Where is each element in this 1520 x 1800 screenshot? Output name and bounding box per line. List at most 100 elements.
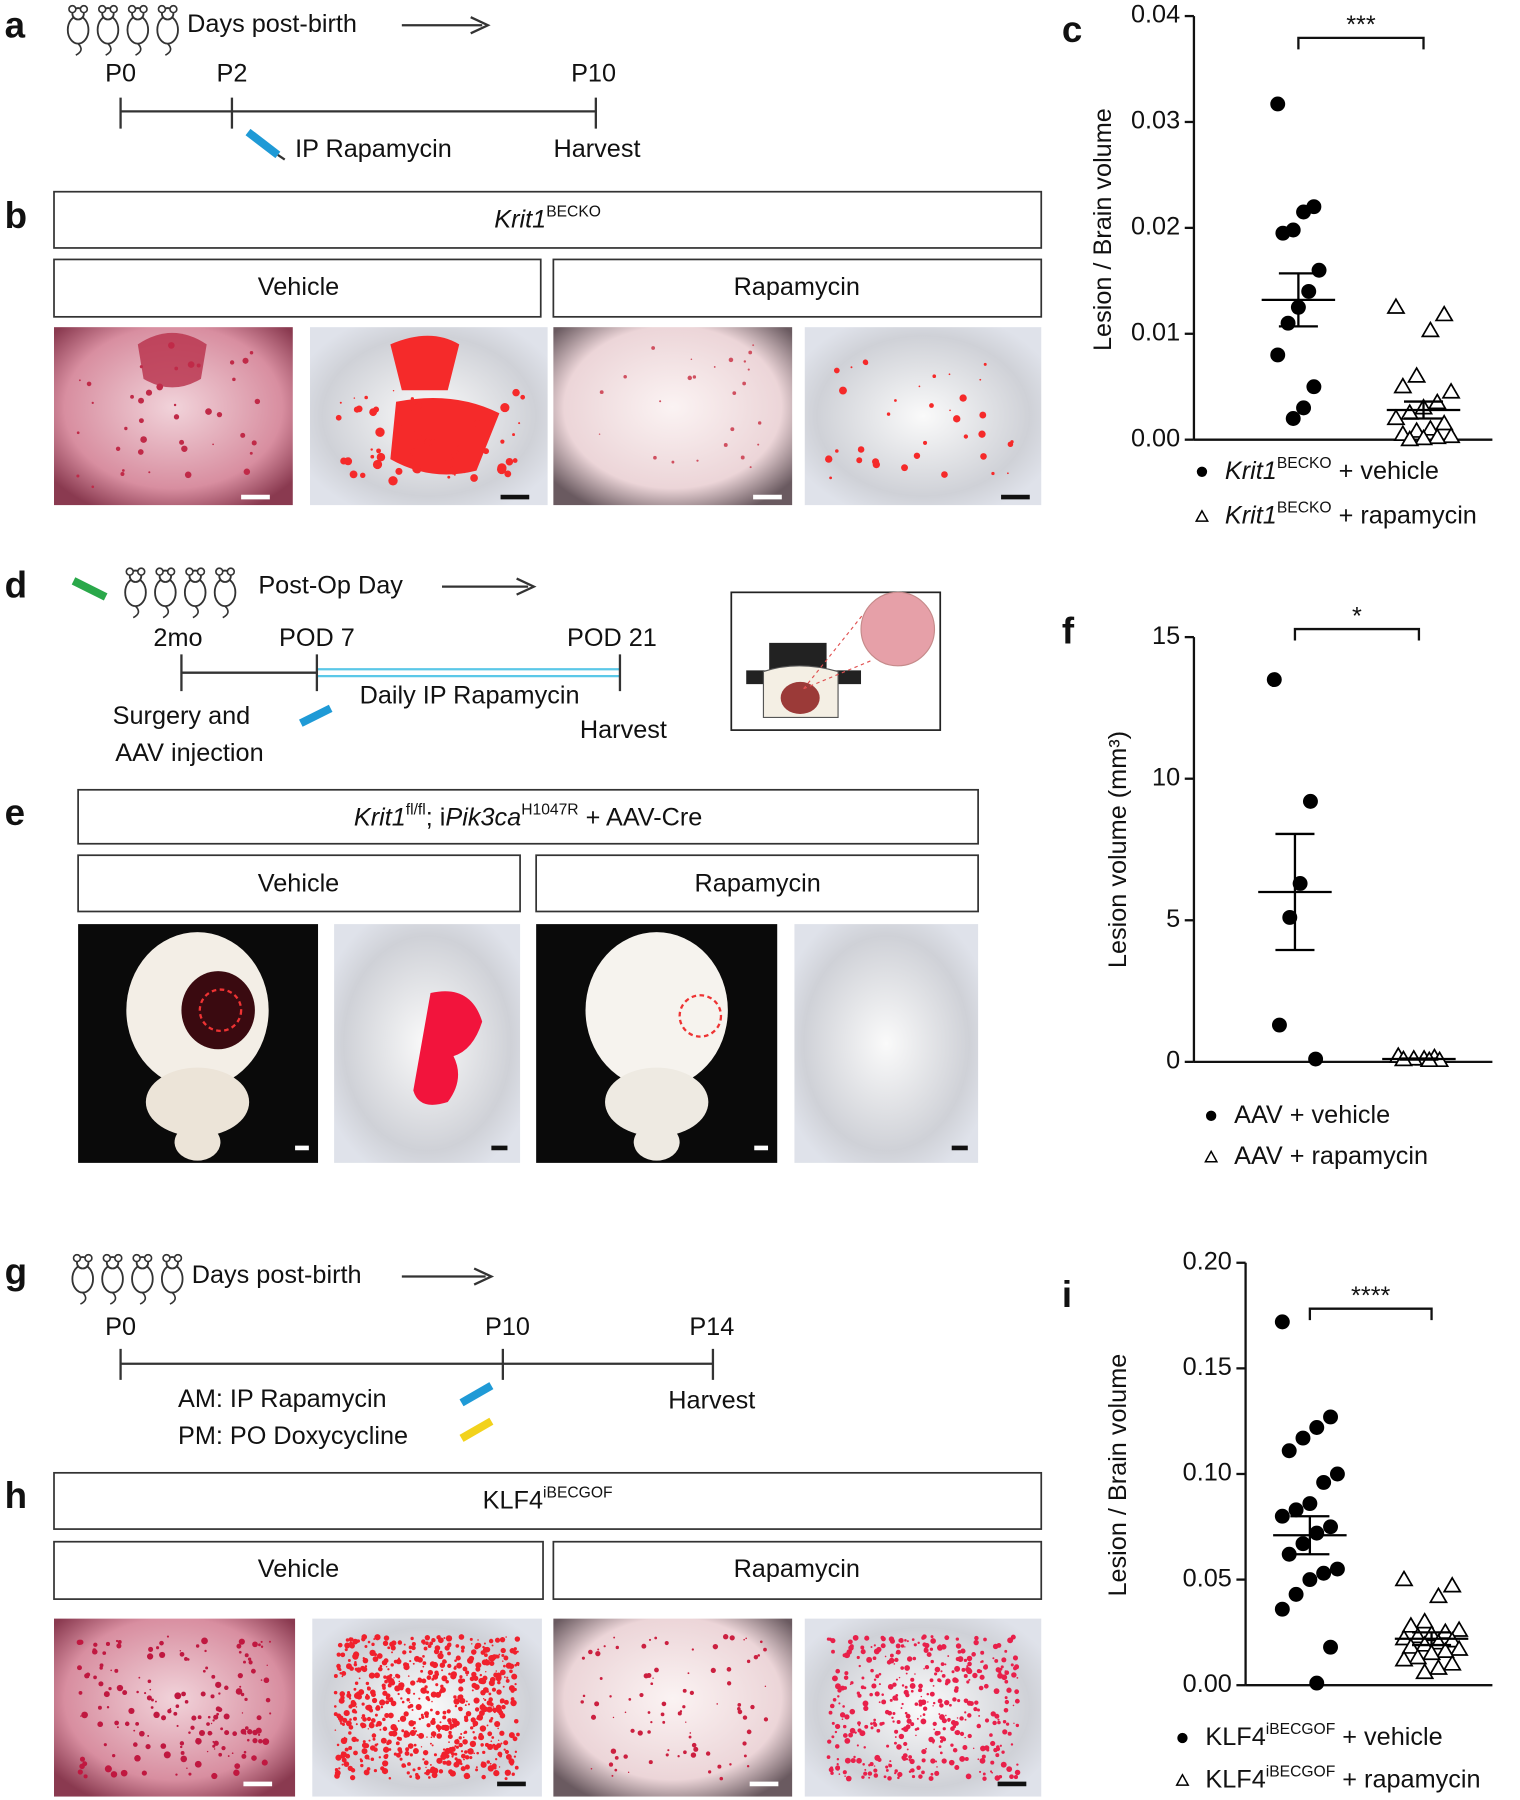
spot — [451, 1717, 454, 1720]
spot — [256, 1715, 262, 1721]
spot — [103, 1743, 107, 1747]
legend-marker — [1196, 466, 1208, 477]
spot — [359, 1758, 363, 1761]
spot — [458, 1694, 464, 1700]
spot — [870, 1722, 873, 1726]
data-point — [1427, 427, 1447, 445]
spot — [737, 1703, 742, 1707]
spot — [953, 415, 961, 423]
text-part: KLF4 — [1205, 1723, 1265, 1751]
timeline — [119, 97, 597, 129]
spot — [964, 1711, 967, 1714]
spot — [415, 1774, 421, 1780]
spot — [1014, 1769, 1021, 1776]
spot — [910, 1677, 915, 1682]
spot — [399, 1757, 403, 1761]
timepoint: P2 — [216, 59, 247, 87]
data-point — [1274, 1601, 1290, 1617]
spot — [648, 1760, 653, 1765]
spot — [849, 1727, 856, 1734]
spot — [371, 1692, 376, 1698]
spot — [354, 1667, 358, 1671]
spot — [894, 1736, 897, 1739]
spot — [662, 1720, 666, 1724]
spot — [867, 1771, 873, 1776]
spot — [929, 1647, 934, 1651]
spot — [482, 1706, 488, 1713]
data-point — [1394, 1569, 1414, 1587]
spot — [904, 1685, 908, 1689]
spot — [403, 1643, 406, 1646]
spot — [418, 1678, 423, 1683]
start-label: AAV injection — [115, 739, 263, 767]
spot — [908, 1755, 913, 1759]
spot — [343, 1710, 350, 1717]
spot — [383, 1635, 390, 1641]
spot — [514, 1750, 518, 1753]
spot — [428, 1776, 431, 1779]
panel-letter: d — [5, 564, 27, 605]
spot — [76, 431, 80, 435]
spot — [623, 374, 627, 379]
spot — [366, 1767, 371, 1771]
spot — [874, 1691, 880, 1697]
spot — [1004, 1696, 1008, 1700]
spot — [404, 1731, 411, 1738]
spot — [479, 1725, 487, 1732]
spot — [179, 439, 185, 445]
spot — [501, 1704, 506, 1710]
end-label: Harvest — [668, 1386, 755, 1414]
spot — [82, 1761, 88, 1767]
spot — [486, 1760, 491, 1764]
spot — [98, 1681, 104, 1687]
spot — [375, 1705, 380, 1710]
spot — [930, 1758, 936, 1764]
data-point — [1302, 1496, 1318, 1512]
spot — [430, 1731, 437, 1737]
legend-marker — [1175, 1773, 1190, 1786]
mouse-icon — [156, 4, 179, 57]
spot — [133, 1729, 136, 1732]
spot — [828, 1710, 833, 1715]
spot — [978, 1669, 983, 1673]
spot — [845, 1775, 852, 1782]
spot — [201, 1637, 208, 1645]
spot — [249, 451, 253, 455]
spot — [423, 1646, 428, 1651]
start-label: Surgery and — [113, 702, 251, 730]
spot — [863, 1686, 867, 1690]
spot — [93, 1675, 97, 1680]
spot — [992, 1720, 997, 1726]
spot — [436, 1711, 440, 1714]
spot — [375, 1637, 377, 1640]
spot — [844, 1775, 846, 1777]
spot — [729, 1763, 732, 1766]
spot — [437, 1734, 440, 1738]
spot — [980, 1650, 985, 1655]
spot — [133, 1742, 138, 1747]
spot — [349, 1643, 355, 1649]
treatment: AM: IP Rapamycin — [178, 1385, 387, 1413]
lesion — [413, 991, 483, 1105]
spot — [1005, 1722, 1010, 1726]
spot — [430, 1736, 433, 1739]
spot — [974, 1700, 979, 1705]
spot — [483, 1653, 488, 1658]
spot — [473, 1675, 479, 1681]
spot — [990, 1740, 996, 1747]
spot — [244, 1726, 249, 1730]
spot — [682, 1688, 687, 1693]
treatment: Daily IP Rapamycin — [360, 681, 580, 709]
spot — [893, 1741, 897, 1745]
spot — [354, 1710, 358, 1714]
spot — [180, 1751, 185, 1755]
spot — [364, 1645, 368, 1649]
spot — [405, 1747, 410, 1752]
spot — [223, 1713, 230, 1720]
spot — [922, 1642, 927, 1647]
spot — [407, 1762, 411, 1766]
text-part: AAV + rapamycin — [1234, 1142, 1428, 1170]
spot — [453, 1698, 460, 1705]
spot — [973, 1639, 979, 1646]
data-point — [1302, 1572, 1318, 1588]
